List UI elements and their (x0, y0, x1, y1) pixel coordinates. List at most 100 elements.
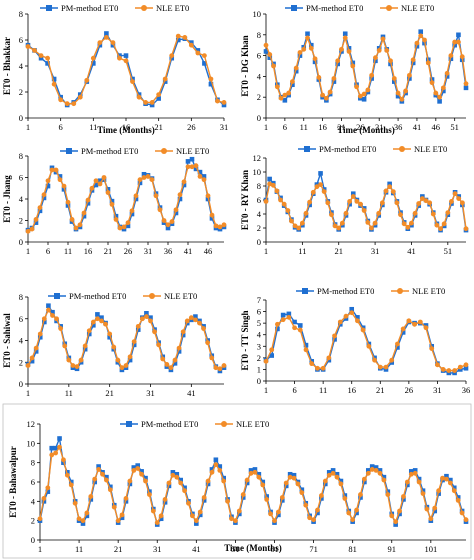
x-tick-label: 21 (376, 385, 385, 395)
nle-point (347, 199, 353, 204)
nle-point (215, 98, 220, 104)
nle-point (45, 485, 51, 491)
nle-point (107, 331, 113, 337)
pm-point (193, 166, 199, 172)
nle-point (62, 343, 68, 349)
pm-point (365, 468, 371, 473)
nle-point (323, 95, 329, 101)
pm-point (221, 102, 227, 108)
legend-pm-marker (302, 288, 308, 294)
nle-point (123, 363, 129, 368)
x-tick-label: 31 (371, 246, 380, 256)
pm-point (91, 322, 96, 328)
nle-point (240, 492, 246, 497)
nle-point (170, 472, 176, 478)
pm-point (194, 521, 199, 526)
nle-point (130, 79, 135, 84)
y-tick-label: 7 (257, 295, 261, 305)
nle-point (65, 199, 71, 205)
legend-nle-marker (149, 293, 155, 299)
nle-point (33, 345, 39, 351)
nle-point (25, 44, 31, 49)
nle-point (315, 507, 320, 513)
nle-point (279, 495, 285, 500)
nle-point (350, 194, 356, 199)
nle-point (41, 192, 47, 198)
nle-point (115, 518, 121, 524)
pm-point (97, 178, 103, 184)
pm-point (193, 314, 198, 319)
nle-point (147, 492, 152, 497)
nle-point (25, 363, 31, 368)
nle-point (449, 199, 454, 204)
pm-point (420, 488, 426, 493)
x-tick-label: 11 (64, 246, 72, 256)
pm-point (307, 202, 312, 208)
pm-point (195, 48, 201, 53)
nle-point (445, 210, 451, 216)
pm-point (135, 327, 141, 332)
pm-point (332, 337, 337, 342)
pm-point (189, 156, 195, 162)
y-axis-title: ET0 - Bahawalpur (8, 446, 18, 518)
pm-point (252, 467, 258, 472)
nle-point (143, 478, 148, 484)
x-tick-label: 11 (75, 544, 83, 554)
pm-point (68, 479, 74, 485)
nle-point (299, 490, 305, 496)
y-tick-label: 0 (31, 535, 35, 545)
nle-point (117, 55, 122, 61)
nle-point (76, 516, 82, 522)
x-tick-label: 1 (26, 388, 30, 398)
nle-point (32, 48, 37, 53)
nle-point (289, 218, 294, 224)
pm-point (213, 457, 219, 463)
nle-point (290, 79, 295, 84)
nle-point (275, 321, 280, 327)
nle-point (291, 475, 297, 481)
y-tick-label: 6 (31, 477, 35, 487)
x-tick-label: 6 (283, 122, 287, 132)
pm-point (57, 436, 62, 441)
nle-point (463, 81, 469, 87)
legend-nle-label: NLE ET0 (176, 146, 209, 156)
nle-point (53, 167, 59, 173)
x-tick-label: 11 (300, 122, 308, 132)
nle-point (332, 333, 337, 339)
nle-point (357, 93, 363, 99)
pm-point (169, 55, 175, 61)
y-axis-title: ET0 - RY Khan (240, 170, 250, 230)
pm-point (119, 515, 125, 521)
nle-point (186, 500, 191, 506)
pm-point (330, 468, 336, 473)
nle-point (350, 517, 356, 523)
nle-point (391, 76, 397, 81)
nle-point (349, 310, 355, 316)
legend-pm-label: PM-method ET0 (69, 291, 126, 301)
nle-point (125, 220, 131, 226)
pm-point (97, 42, 103, 48)
nle-point (164, 362, 170, 367)
series-pm-line (27, 32, 225, 106)
x-tick-label: 16 (84, 246, 93, 256)
x-tick-label: 31 (375, 122, 384, 132)
nle-point (168, 365, 174, 371)
nle-point (141, 175, 147, 180)
nle-point (393, 519, 399, 525)
nle-point (297, 327, 303, 333)
x-tick-label: 16 (318, 122, 327, 132)
nle-point (127, 478, 133, 484)
nle-point (25, 228, 31, 234)
y-tick-label: 8 (19, 9, 23, 19)
x-tick-label: 26 (405, 385, 414, 395)
nle-point (342, 496, 348, 501)
pm-point (81, 213, 87, 219)
nle-point (46, 307, 51, 313)
nle-point (193, 163, 199, 169)
x-tick-label: 6 (59, 122, 63, 132)
pm-point (42, 319, 47, 325)
nle-point (119, 365, 125, 371)
nle-point (267, 181, 273, 187)
nle-point (452, 39, 458, 45)
